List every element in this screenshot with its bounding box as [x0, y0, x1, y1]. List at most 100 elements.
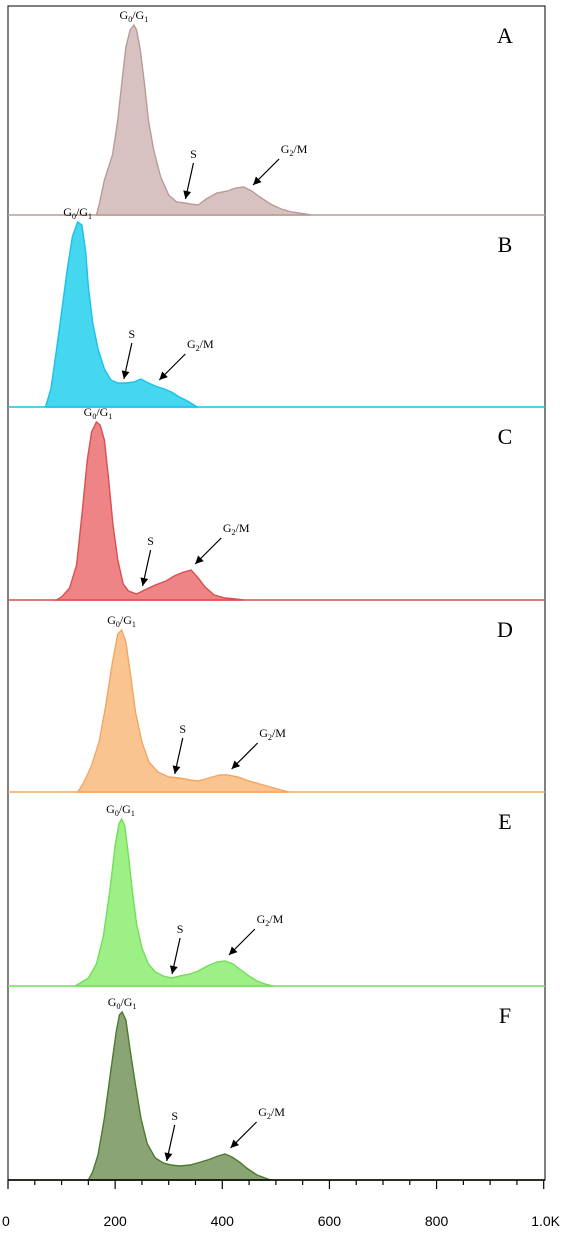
s-phase-arrow-head	[169, 965, 178, 974]
g0-g1-label-part: 0	[128, 15, 132, 24]
g2-m-label-part: /M	[236, 521, 250, 535]
g2-m-label: G2/M	[281, 142, 308, 158]
g2-m-label-part: G	[259, 726, 268, 740]
s-phase-arrow-head	[164, 1152, 173, 1161]
g0-g1-label-part: /G	[120, 613, 132, 627]
panel-d: D	[8, 617, 545, 793]
g2-m-label-part: G	[187, 337, 196, 351]
g2-m-label-part: 2	[232, 528, 236, 537]
g2-m-label: G2/M	[258, 1105, 285, 1121]
g2-m-label: G2/M	[223, 521, 250, 537]
s-phase-label: S	[171, 1109, 178, 1123]
g0-g1-label-part: G	[63, 205, 72, 219]
panel-letter: A	[497, 23, 513, 48]
g0-g1-label-part: G	[84, 405, 93, 419]
s-phase-arrow-head	[121, 370, 130, 379]
panel-letter: F	[499, 1003, 511, 1028]
g0-g1-label-part: 0	[116, 620, 120, 629]
g0-g1-label: G0/G1	[107, 613, 136, 629]
s-phase-label-part: S	[129, 327, 136, 341]
s-phase-label: S	[147, 534, 154, 548]
g2-m-label-part: G	[257, 912, 266, 926]
g2-m-label-part: 2	[289, 149, 293, 158]
g0-g1-label-part: 1	[144, 15, 148, 24]
x-tick-label: 600	[318, 1213, 342, 1229]
s-phase-label-part: S	[179, 722, 186, 736]
g2-m-label-part: 2	[265, 919, 269, 928]
g0-g1-label-part: G	[106, 802, 115, 816]
g0-g1-label-part: /G	[132, 8, 144, 22]
x-tick-label: 0	[2, 1213, 10, 1229]
x-tick-label: 1.0K	[531, 1213, 560, 1229]
g0-g1-label: G0/G1	[84, 405, 113, 421]
s-phase-arrow-head	[172, 765, 181, 774]
panel-letter: C	[498, 424, 513, 449]
g2-m-arrow-head	[228, 946, 238, 955]
g2-m-label-part: 2	[268, 733, 272, 742]
g0-g1-label: G0/G1	[63, 205, 92, 221]
g2-m-label: G2/M	[259, 726, 286, 742]
panel-f: F	[8, 1003, 545, 1181]
g0-g1-label-part: 0	[116, 1002, 120, 1011]
panel-c: C	[8, 420, 545, 601]
s-phase-label: S	[190, 147, 197, 161]
g2-m-label-part: /M	[271, 1105, 285, 1119]
g0-g1-label: G0/G1	[108, 995, 137, 1011]
panel-e: E	[8, 809, 545, 987]
g0-g1-label-part: /G	[76, 205, 88, 219]
panel-b: B	[8, 220, 545, 408]
x-tick-label: 800	[425, 1213, 449, 1229]
g0-g1-label-part: 1	[132, 620, 136, 629]
g2-m-arrow-head	[159, 371, 168, 380]
g2-m-label-part: /M	[269, 912, 283, 926]
g2-m-label-part: G	[281, 142, 290, 156]
s-phase-arrow-head	[140, 577, 149, 586]
s-phase-label-part: S	[171, 1109, 178, 1123]
g0-g1-label-part: G	[120, 8, 129, 22]
g0-g1-label-part: 1	[108, 412, 112, 421]
g2-m-label-part: 2	[267, 1112, 271, 1121]
g0-g1-label-part: 0	[72, 212, 76, 221]
panel-letter: B	[498, 232, 513, 257]
panel-a: A	[8, 23, 545, 216]
histogram-area	[95, 23, 311, 216]
g2-m-label-part: G	[258, 1105, 267, 1119]
x-tick-label: 400	[211, 1213, 235, 1229]
g0-g1-label-part: /G	[120, 995, 132, 1009]
s-phase-label: S	[177, 922, 184, 936]
histogram-area	[44, 220, 199, 408]
s-phase-label: S	[179, 722, 186, 736]
g2-m-label-part: /M	[272, 726, 286, 740]
g0-g1-label-part: G	[107, 613, 116, 627]
s-phase-arrow-head	[183, 190, 192, 199]
g2-m-label: G2/M	[187, 337, 214, 353]
g0-g1-label-part: /G	[96, 405, 108, 419]
g2-m-label-part: 2	[196, 344, 200, 353]
g0-g1-label-part: 1	[88, 212, 92, 221]
s-phase-label-part: S	[147, 534, 154, 548]
g0-g1-label-part: 1	[131, 809, 135, 818]
panel-letter: E	[498, 809, 511, 834]
histogram-area	[87, 1010, 271, 1181]
s-phase-label-part: S	[190, 147, 197, 161]
g2-m-arrow-head	[195, 555, 204, 564]
histogram-area	[53, 420, 244, 601]
panel-letter: D	[497, 617, 513, 642]
s-phase-label-part: S	[177, 922, 184, 936]
g0-g1-label-part: G	[108, 995, 117, 1009]
g2-m-label-part: /M	[293, 142, 307, 156]
histogram-area	[76, 628, 290, 793]
g2-m-label: G2/M	[257, 912, 284, 928]
histogram-area	[74, 817, 274, 987]
g2-m-arrow-head	[231, 760, 241, 769]
s-phase-label: S	[129, 327, 136, 341]
g2-m-arrow-head	[253, 176, 262, 185]
g2-m-label-part: G	[223, 521, 232, 535]
g0-g1-label: G0/G1	[120, 8, 149, 24]
g0-g1-label-part: /G	[119, 802, 131, 816]
g0-g1-label-part: 1	[132, 1002, 136, 1011]
g2-m-arrow-head	[230, 1139, 240, 1148]
g0-g1-label-part: 0	[92, 412, 96, 421]
g2-m-label-part: /M	[200, 337, 214, 351]
